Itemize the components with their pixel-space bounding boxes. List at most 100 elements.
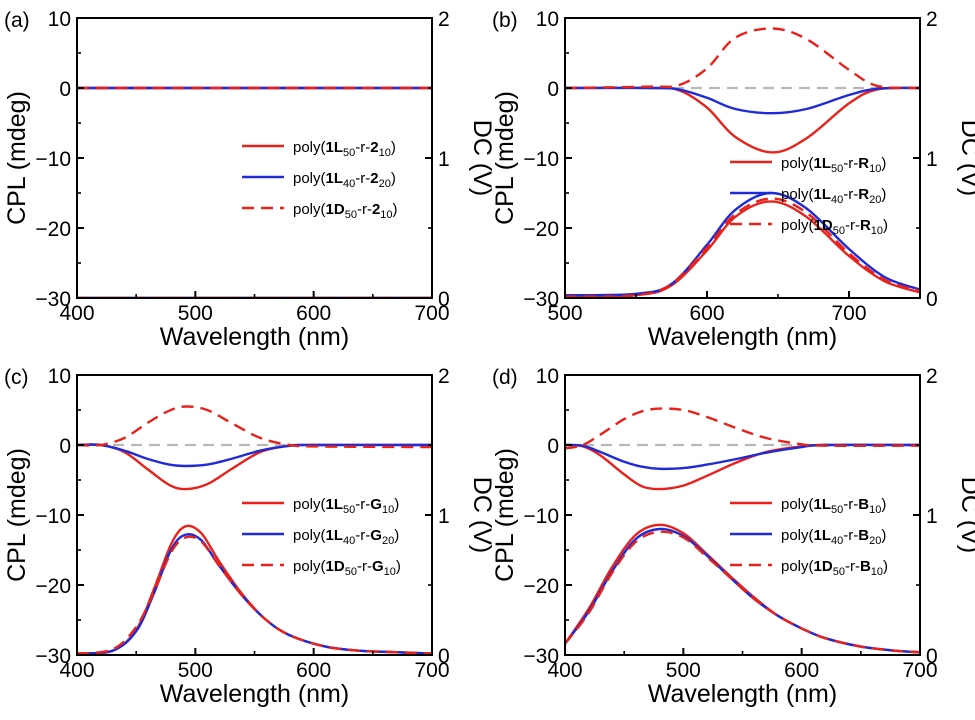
y-right-tick-label: 1 [926, 148, 938, 171]
dc-series-line-6 [565, 530, 920, 654]
y-right-tick-label: 1 [926, 505, 938, 528]
y-right-tick-label: 0 [926, 288, 938, 311]
y-right-axis-title: DC (V) [956, 477, 975, 553]
series-group [77, 86, 432, 298]
series-group [565, 407, 920, 654]
y-left-tick-label: −10 [35, 505, 71, 528]
y-left-tick-label: −30 [523, 288, 559, 311]
legend-entry-2: poly(1D50-r-G10) [293, 558, 401, 578]
y-left-axis-title: CPL (mdeg) [3, 91, 31, 225]
legend-entry-0: poly(1L50-r-B10) [781, 496, 886, 516]
x-tick-label: 600 [689, 302, 724, 325]
dc-series-line-5 [565, 527, 920, 654]
series-group [565, 27, 920, 298]
legend-entry-1: poly(1L40-r-B20) [781, 527, 886, 547]
y-left-axis-title: CPL (mdeg) [491, 448, 519, 582]
legend-entry-0: poly(1L50-r-G10) [293, 496, 399, 516]
y-right-tick-label: 2 [926, 8, 938, 31]
y-left-tick-label: −20 [35, 575, 71, 598]
cpl-series-line-2 [565, 443, 920, 471]
legend-entry-1: poly(1L40-r-G20) [293, 527, 399, 547]
x-tick-label: 600 [296, 302, 331, 325]
y-right-tick-label: 1 [438, 148, 450, 171]
y-right-tick-label: 0 [926, 645, 938, 668]
y-left-axis-title: CPL (mdeg) [491, 91, 519, 225]
legend-entry-2: poly(1D50-r-210) [293, 201, 398, 221]
x-tick-label: 700 [831, 302, 866, 325]
cpl-series-line-1 [565, 86, 920, 154]
panel-label: (d) [492, 366, 518, 389]
y-right-tick-label: 2 [926, 365, 938, 388]
legend-entry-1: poly(1L40-r-220) [293, 170, 396, 190]
legend-entry-2: poly(1D50-r-B10) [781, 558, 888, 578]
y-left-tick-label: 10 [536, 365, 559, 388]
y-left-axis-title: CPL (mdeg) [3, 448, 31, 582]
x-tick-label: 500 [178, 659, 213, 682]
dc-series-line-6 [77, 535, 432, 655]
y-right-tick-label: 0 [438, 288, 450, 311]
plot-frame [76, 374, 433, 656]
x-axis-title: Wavelength (nm) [648, 680, 837, 708]
y-left-tick-label: −20 [523, 575, 559, 598]
panel-label: (b) [492, 9, 518, 32]
legend-entry-2: poly(1D50-r-R10) [781, 217, 888, 237]
y-left-tick-label: 0 [547, 435, 559, 458]
legend: poly(1L50-r-B10) poly(1L40-r-B20) poly(1D5… [730, 496, 888, 578]
y-left-tick-label: −10 [523, 505, 559, 528]
y-left-tick-label: 0 [59, 78, 71, 101]
y-right-axis-title: DC (V) [468, 477, 496, 553]
panel-label: (c) [4, 366, 29, 389]
legend: poly(1L50-r-R10) poly(1L40-r-R20) poly(1D5… [730, 155, 888, 237]
x-tick-label: 400 [547, 659, 582, 682]
plot-frame [564, 374, 921, 656]
y-left-tick-label: 0 [59, 435, 71, 458]
x-axis-title: Wavelength (nm) [160, 323, 349, 351]
series-group [77, 405, 432, 655]
x-tick-label: 500 [666, 659, 701, 682]
legend-entry-0: poly(1L50-r-R10) [781, 155, 886, 175]
legend-entry-0: poly(1L50-r-210) [293, 139, 396, 159]
cpl-series-line-2 [565, 86, 920, 115]
panel-label: (a) [4, 9, 30, 32]
x-tick-label: 600 [784, 659, 819, 682]
x-tick-label: 400 [59, 659, 94, 682]
legend: poly(1L50-r-G10) poly(1L40-r-G20) poly(1D5… [242, 496, 401, 578]
cpl-series-line-1 [565, 443, 920, 491]
cpl-series-line-3 [565, 407, 920, 450]
y-left-tick-label: −30 [35, 288, 71, 311]
dc-series-line-6 [565, 197, 920, 298]
y-left-tick-label: −30 [35, 645, 71, 668]
y-right-tick-label: 0 [438, 645, 450, 668]
x-tick-label: 700 [414, 659, 449, 682]
y-left-tick-label: 0 [547, 78, 559, 101]
y-left-tick-label: −10 [35, 148, 71, 171]
legend: poly(1L50-r-210) poly(1L40-r-220) poly(1D5… [242, 139, 398, 221]
x-tick-label: 700 [414, 302, 449, 325]
x-tick-label: 700 [902, 659, 937, 682]
y-right-tick-label: 1 [438, 505, 450, 528]
cpl-series-line-3 [77, 405, 432, 449]
y-left-tick-label: −30 [523, 645, 559, 668]
x-tick-label: 500 [178, 302, 213, 325]
legend-entry-1: poly(1L40-r-R20) [781, 186, 886, 206]
y-right-tick-label: 2 [438, 365, 450, 388]
y-right-axis-title: DC (V) [956, 120, 975, 196]
x-axis-title: Wavelength (nm) [648, 323, 837, 351]
dc-series-line-4 [565, 200, 920, 298]
y-left-tick-label: 10 [48, 8, 71, 31]
y-left-tick-label: 10 [536, 8, 559, 31]
y-left-tick-label: −20 [523, 218, 559, 241]
y-left-tick-label: 10 [48, 365, 71, 388]
y-right-tick-label: 2 [438, 8, 450, 31]
y-left-tick-label: −10 [523, 148, 559, 171]
y-left-tick-label: −20 [35, 218, 71, 241]
y-right-axis-title: DC (V) [468, 120, 496, 196]
x-tick-label: 400 [59, 302, 94, 325]
x-tick-label: 500 [547, 302, 582, 325]
x-axis-title: Wavelength (nm) [160, 680, 349, 708]
